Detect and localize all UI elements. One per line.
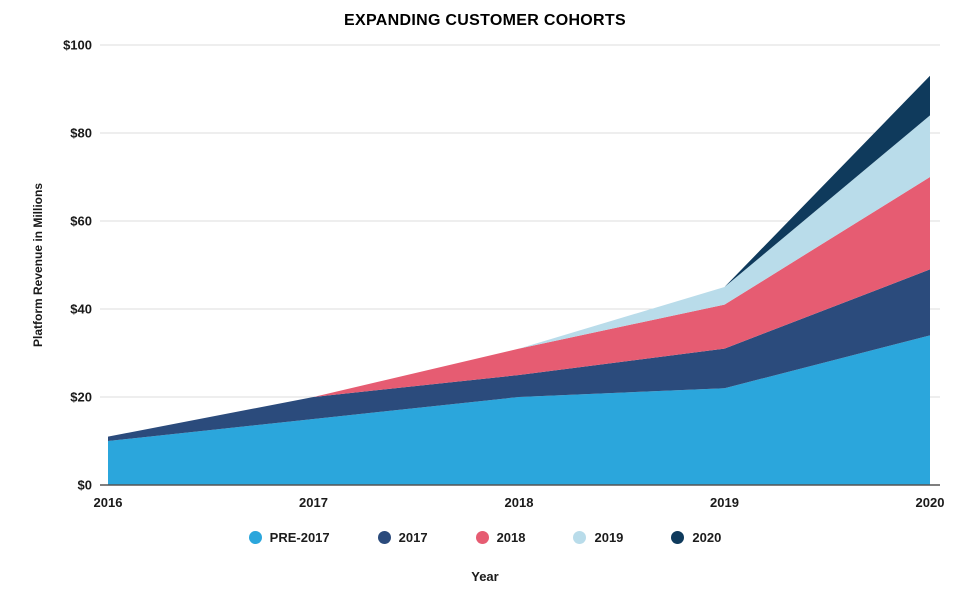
legend-label: PRE-2017	[269, 530, 330, 545]
x-tick-label-2017: 2017	[299, 495, 328, 510]
y-tick-label-$100: $100	[63, 38, 92, 53]
chart-legend: PRE-2017 2017 2018 2019 2020	[0, 530, 970, 545]
legend-label: 2018	[496, 530, 526, 545]
chart-title: EXPANDING CUSTOMER COHORTS	[344, 12, 626, 29]
legend-swatch-icon	[671, 531, 685, 544]
legend-item-2017: 2017	[377, 530, 428, 545]
legend-label: 2020	[692, 530, 722, 545]
area-series-PRE-2017	[108, 335, 930, 485]
y-tick-label-$0: $0	[78, 478, 92, 493]
area-series-2017	[108, 269, 930, 441]
y-tick-label-$20: $20	[70, 390, 92, 405]
x-tick-label-2019: 2019	[710, 495, 739, 510]
legend-swatch-icon	[248, 531, 262, 544]
x-tick-label-2020: 2020	[916, 495, 945, 510]
x-tick-label-2018: 2018	[505, 495, 534, 510]
legend-item-2020: 2020	[671, 530, 721, 545]
legend-item-PRE-2017: PRE-2017	[248, 530, 330, 545]
x-tick-label-2016: 2016	[94, 495, 123, 510]
area-series-2018	[108, 177, 930, 437]
y-tick-label-$60: $60	[70, 214, 92, 229]
y-tick-label-$80: $80	[70, 126, 92, 141]
legend-swatch-icon	[475, 531, 489, 544]
legend-item-2019: 2019	[573, 530, 623, 545]
area-series-2019	[108, 115, 930, 437]
legend-swatch-icon	[573, 531, 587, 544]
legend-item-2018: 2018	[475, 530, 526, 545]
x-axis-title: Year	[471, 569, 499, 584]
legend-label: 2017	[398, 530, 428, 545]
legend-label: 2019	[594, 530, 624, 545]
y-tick-label-$40: $40	[70, 302, 92, 317]
legend-swatch-icon	[377, 531, 391, 544]
